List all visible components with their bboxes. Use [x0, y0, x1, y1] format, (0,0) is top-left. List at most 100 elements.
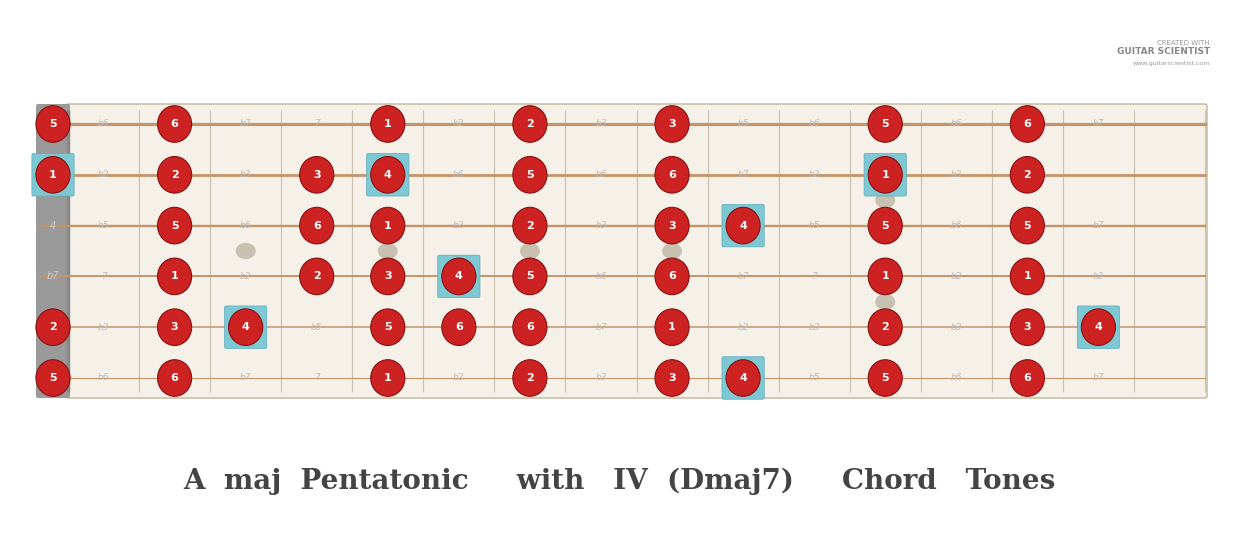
- Ellipse shape: [520, 243, 540, 259]
- Text: 7: 7: [313, 120, 320, 128]
- Ellipse shape: [157, 156, 192, 193]
- Text: 1: 1: [668, 322, 676, 332]
- Ellipse shape: [1010, 258, 1044, 295]
- Text: b5: b5: [453, 272, 465, 281]
- Text: 3: 3: [1023, 322, 1031, 332]
- Text: 2: 2: [527, 119, 534, 129]
- Text: b2: b2: [98, 170, 109, 179]
- Text: 1: 1: [384, 221, 392, 231]
- FancyBboxPatch shape: [36, 104, 69, 398]
- Text: 2: 2: [50, 322, 57, 332]
- Ellipse shape: [726, 360, 761, 396]
- FancyBboxPatch shape: [367, 153, 409, 196]
- Ellipse shape: [869, 258, 902, 295]
- Text: b3: b3: [595, 374, 607, 383]
- Ellipse shape: [370, 156, 405, 193]
- Ellipse shape: [300, 156, 333, 193]
- Ellipse shape: [370, 360, 405, 396]
- Text: b7: b7: [240, 120, 252, 128]
- Text: 4: 4: [384, 170, 392, 180]
- Ellipse shape: [1082, 309, 1115, 345]
- Text: 7: 7: [313, 374, 320, 383]
- Text: 6: 6: [1023, 373, 1031, 383]
- Text: 5: 5: [527, 170, 534, 180]
- Text: 6: 6: [1023, 119, 1031, 129]
- Text: b3: b3: [595, 221, 607, 230]
- Text: b2: b2: [453, 221, 465, 230]
- Text: 2: 2: [527, 373, 534, 383]
- Text: 6: 6: [171, 373, 178, 383]
- Ellipse shape: [370, 106, 405, 142]
- Ellipse shape: [1010, 106, 1044, 142]
- Text: b2: b2: [453, 120, 465, 128]
- Text: 2: 2: [312, 271, 321, 281]
- Text: b5: b5: [808, 374, 820, 383]
- Text: 4: 4: [740, 221, 747, 231]
- Text: 5: 5: [50, 373, 57, 383]
- FancyBboxPatch shape: [32, 153, 74, 196]
- Ellipse shape: [36, 106, 71, 142]
- Ellipse shape: [513, 309, 546, 345]
- FancyBboxPatch shape: [66, 104, 1207, 398]
- Ellipse shape: [157, 106, 192, 142]
- Text: 1: 1: [881, 271, 890, 281]
- Text: 6: 6: [171, 119, 178, 129]
- Text: 1: 1: [384, 373, 392, 383]
- Ellipse shape: [875, 192, 895, 208]
- Text: GUITAR SCIENTIST: GUITAR SCIENTIST: [1116, 47, 1211, 56]
- Text: 2: 2: [881, 322, 890, 332]
- Ellipse shape: [36, 360, 71, 396]
- Text: b3: b3: [240, 170, 252, 179]
- Text: www.guitarscientist.com: www.guitarscientist.com: [1132, 61, 1211, 66]
- Text: 1: 1: [50, 170, 57, 180]
- Ellipse shape: [157, 360, 192, 396]
- Text: b7: b7: [47, 271, 59, 281]
- Text: 3: 3: [313, 170, 320, 179]
- Text: b2: b2: [1093, 272, 1104, 281]
- Ellipse shape: [1010, 207, 1044, 244]
- Text: b6: b6: [453, 170, 465, 179]
- Ellipse shape: [36, 156, 71, 193]
- Text: b2: b2: [737, 322, 748, 332]
- Ellipse shape: [655, 258, 689, 295]
- FancyBboxPatch shape: [864, 153, 907, 196]
- Text: 6: 6: [455, 322, 463, 332]
- Ellipse shape: [157, 207, 192, 244]
- Text: b3: b3: [808, 322, 820, 332]
- Ellipse shape: [655, 106, 689, 142]
- Ellipse shape: [655, 156, 689, 193]
- Text: 5: 5: [881, 221, 890, 231]
- Text: b6: b6: [950, 221, 961, 230]
- Text: 5: 5: [881, 119, 890, 129]
- Ellipse shape: [513, 106, 546, 142]
- Text: b2: b2: [808, 170, 820, 179]
- Ellipse shape: [869, 106, 902, 142]
- Ellipse shape: [370, 207, 405, 244]
- Text: b7: b7: [737, 170, 748, 179]
- Ellipse shape: [442, 309, 476, 345]
- Ellipse shape: [378, 243, 398, 259]
- Text: CREATED WITH: CREATED WITH: [1157, 40, 1211, 46]
- Text: b7: b7: [240, 374, 252, 383]
- Ellipse shape: [157, 258, 192, 295]
- Ellipse shape: [662, 243, 681, 259]
- FancyBboxPatch shape: [722, 205, 764, 247]
- Ellipse shape: [513, 360, 546, 396]
- Ellipse shape: [726, 207, 761, 244]
- Text: 5: 5: [527, 271, 534, 281]
- Ellipse shape: [513, 207, 546, 244]
- Ellipse shape: [655, 360, 689, 396]
- Ellipse shape: [869, 360, 902, 396]
- Text: b6: b6: [808, 120, 820, 128]
- Ellipse shape: [36, 309, 71, 345]
- Text: b2: b2: [950, 272, 961, 281]
- Text: b5: b5: [98, 221, 109, 230]
- Text: b5: b5: [737, 120, 748, 128]
- Text: 2: 2: [527, 221, 534, 231]
- Ellipse shape: [370, 309, 405, 345]
- Text: b5: b5: [311, 322, 322, 332]
- Text: b6: b6: [950, 374, 961, 383]
- Text: 4: 4: [455, 271, 463, 281]
- Text: 2: 2: [171, 170, 178, 180]
- Ellipse shape: [235, 243, 255, 259]
